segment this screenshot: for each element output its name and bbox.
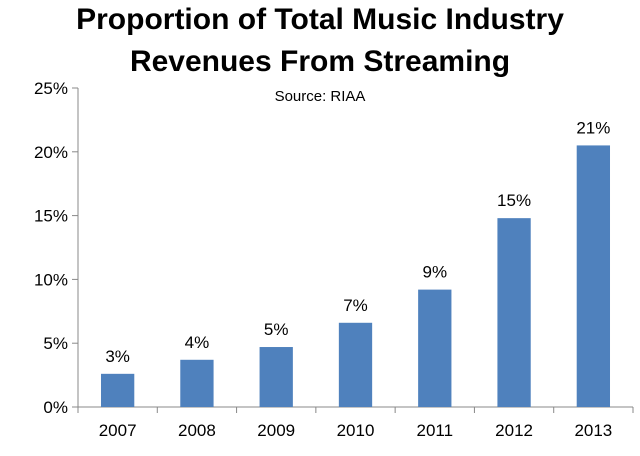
x-tick-label: 2011	[417, 421, 454, 440]
chart-subtitle: Source: RIAA	[274, 88, 366, 105]
x-tick-label: 2012	[495, 421, 533, 440]
x-tick-label: 2008	[178, 421, 216, 440]
y-tick-label: 20%	[34, 143, 68, 162]
data-label-2009: 5%	[264, 320, 289, 339]
y-tick-label: 15%	[34, 207, 68, 226]
bar-2011	[418, 289, 452, 407]
data-label-2011: 9%	[422, 263, 447, 282]
x-tick-label: 2010	[337, 421, 375, 440]
x-tick-label: 2007	[99, 421, 137, 440]
x-tick-label: 2009	[257, 421, 295, 440]
x-tick-label: 2013	[574, 421, 612, 440]
bar-2007	[100, 373, 135, 407]
bar-2013	[576, 145, 611, 408]
y-tick-label: 5%	[43, 334, 68, 353]
bar-2008	[180, 359, 214, 407]
data-label-2013: 21%	[576, 118, 610, 137]
data-label-2007: 3%	[105, 347, 130, 366]
chart-title-line-2: Revenues From Streaming	[129, 45, 511, 78]
y-tick-label: 25%	[34, 79, 68, 98]
bar-2010	[338, 322, 373, 407]
chart-title-line-1: Proportion of Total Music Industry	[76, 3, 564, 36]
data-label-2008: 4%	[185, 333, 210, 352]
data-label-2010: 7%	[343, 296, 368, 315]
y-tick-label: 10%	[34, 270, 68, 289]
data-label-2012: 15%	[497, 191, 531, 210]
y-tick-label: 0%	[43, 398, 68, 417]
bar-2012	[497, 218, 531, 407]
bar-2009	[259, 347, 293, 407]
